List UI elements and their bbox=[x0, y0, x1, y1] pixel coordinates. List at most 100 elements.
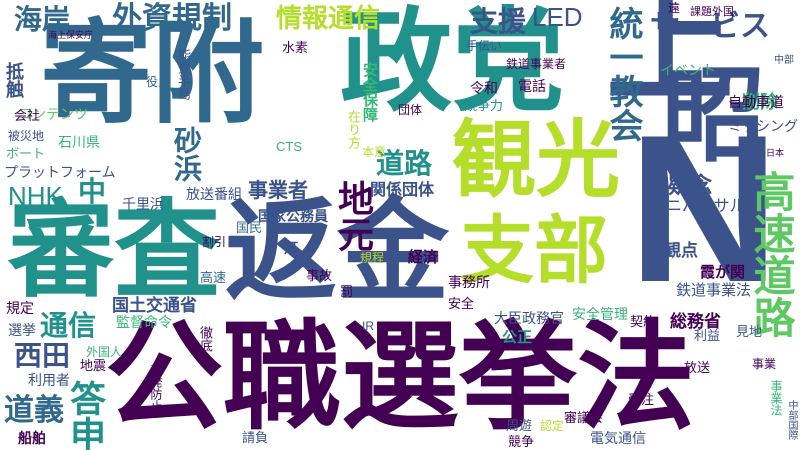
word: 競争力 bbox=[464, 99, 504, 114]
word: N bbox=[628, 91, 780, 326]
word: 公正 bbox=[502, 328, 533, 346]
word: 周遊 bbox=[506, 419, 533, 434]
word: 請負 bbox=[242, 431, 269, 446]
word: 電話 bbox=[518, 79, 546, 95]
word: 国家公務員 bbox=[258, 209, 328, 225]
word: 大臣政務官 bbox=[494, 311, 564, 327]
word: 契約 bbox=[630, 315, 657, 330]
word: ボート bbox=[6, 147, 46, 162]
word: ミッシング bbox=[728, 119, 798, 135]
word: 高速道路 bbox=[747, 170, 796, 338]
word: 外資規制 bbox=[112, 1, 232, 36]
word: 抵触 bbox=[3, 62, 24, 98]
word: 千里浜 bbox=[122, 197, 164, 213]
word: 役員 bbox=[146, 75, 171, 89]
word: 電気通信 bbox=[590, 431, 646, 447]
word: 認定 bbox=[540, 419, 565, 433]
word: 中部国際 bbox=[786, 400, 797, 440]
word: 割引 bbox=[202, 235, 227, 249]
word: コンテンツ bbox=[18, 107, 88, 123]
word: 再発防止 bbox=[149, 364, 163, 412]
word: 上 bbox=[606, 0, 735, 120]
word: 事務所 bbox=[448, 275, 490, 291]
word: 水素 bbox=[282, 41, 309, 56]
word: 疑念 bbox=[668, 174, 713, 199]
word: 観点 bbox=[664, 241, 698, 261]
word: 選挙 bbox=[8, 323, 36, 339]
word: 海岸 bbox=[14, 3, 71, 36]
word: 国民 bbox=[236, 221, 263, 236]
word: 答申 bbox=[64, 380, 105, 450]
word: 利益 bbox=[694, 329, 721, 344]
word: 統一教会 bbox=[603, 6, 643, 142]
word: イベント bbox=[660, 63, 716, 79]
word: 通信 bbox=[40, 309, 97, 342]
word: 石川県 bbox=[58, 135, 100, 151]
word: 総務省 bbox=[670, 312, 721, 332]
word: 事業者 bbox=[248, 178, 308, 202]
word: 規程 bbox=[360, 251, 385, 265]
word: 被災地 bbox=[8, 129, 45, 143]
word: 道路 bbox=[376, 147, 433, 180]
word: 支部 bbox=[460, 208, 608, 294]
word: 関係団体 bbox=[370, 180, 435, 199]
word: 道義 bbox=[4, 393, 64, 428]
word: 支援 bbox=[470, 5, 527, 38]
word: 昭 bbox=[643, 60, 765, 164]
word: 団体 bbox=[398, 103, 423, 117]
word: 外国人 bbox=[86, 345, 123, 359]
word: LED bbox=[532, 2, 583, 32]
word: 本意 bbox=[362, 145, 387, 159]
word: 日本 bbox=[766, 149, 785, 159]
word: 監督命令 bbox=[116, 315, 172, 331]
word: 安全管理 bbox=[572, 307, 628, 323]
word: 在り方 bbox=[345, 110, 360, 149]
word: 放送 bbox=[684, 361, 711, 376]
word: 見地 bbox=[736, 325, 763, 340]
word: 外国 bbox=[712, 5, 734, 18]
word: 中部 bbox=[774, 55, 794, 66]
word: 課題 bbox=[690, 5, 712, 18]
word: プラットフォーム bbox=[4, 165, 116, 181]
word: 寄附 bbox=[40, 9, 264, 139]
word: 安全保障 bbox=[361, 62, 379, 122]
word: 利用者 bbox=[28, 373, 70, 389]
word: 高速 bbox=[200, 271, 227, 286]
word: 罰 bbox=[340, 285, 354, 300]
word: 経済 bbox=[408, 248, 439, 266]
word: 公職選挙法 bbox=[105, 308, 696, 446]
word: サービス bbox=[650, 9, 770, 44]
word: 政党 bbox=[340, 0, 564, 127]
word: 国土交通省 bbox=[112, 296, 197, 316]
word: 令和 bbox=[470, 81, 498, 97]
word: 西田 bbox=[14, 339, 71, 372]
word: 事業法 bbox=[769, 380, 783, 416]
word: 規定 bbox=[6, 301, 34, 317]
word: 砂浜 bbox=[170, 126, 203, 182]
word: 徹底 bbox=[197, 326, 212, 352]
word: 鉄道事業者 bbox=[506, 57, 567, 71]
word: 手伝い bbox=[466, 39, 503, 53]
word: 遠 bbox=[668, 1, 681, 15]
word: ユニバーサル bbox=[650, 196, 746, 215]
word: 観光 bbox=[452, 111, 621, 209]
word: 事故 bbox=[306, 269, 333, 284]
word: 地元 bbox=[332, 180, 373, 252]
word: IR bbox=[362, 319, 374, 333]
word: 中 bbox=[78, 175, 107, 208]
word: 能登半島 bbox=[175, 48, 190, 100]
word: 灯 bbox=[284, 241, 298, 257]
word: 霞が関 bbox=[700, 263, 746, 281]
word: 地震 bbox=[80, 359, 107, 374]
word: 事業 bbox=[752, 357, 777, 371]
word: 安全 bbox=[448, 297, 475, 312]
word: 放送番組 bbox=[186, 187, 242, 203]
word: CTS bbox=[276, 139, 302, 154]
word: 削除 bbox=[742, 92, 778, 113]
word: 情報通信 bbox=[276, 4, 381, 34]
word: 会社 bbox=[14, 109, 41, 124]
word: 自動車道 bbox=[728, 95, 784, 111]
word: 審査 bbox=[8, 189, 220, 312]
word: 返金 bbox=[225, 187, 449, 317]
